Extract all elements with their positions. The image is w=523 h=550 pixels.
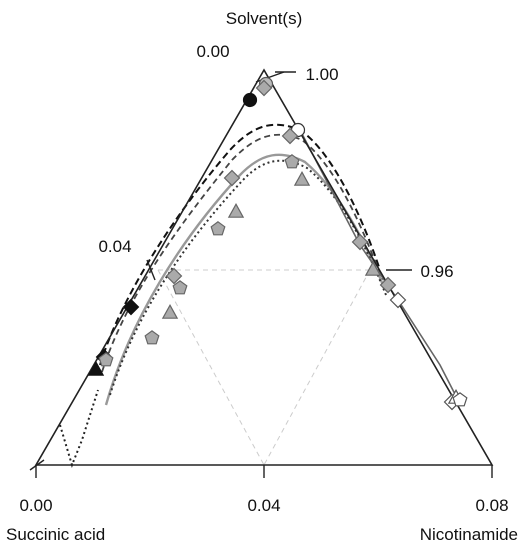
pentagon-marker-9-1 [210,221,226,236]
diamond-marker-4-0 [255,79,273,97]
circle-marker-0-0 [242,92,258,108]
pentagon-marker-9-0 [284,154,300,169]
guide-lines [157,269,371,466]
phase-curve-3 [109,159,387,396]
guide-line-2 [263,269,371,466]
triangle-marker-7-2 [293,170,311,186]
tick-label-bottom-2: 0.08 [475,496,508,515]
data-markers [87,76,468,411]
vertex-label-right: Nicotinamide [420,525,518,544]
diamond-marker-4-4 [351,233,369,251]
guide-line-1 [157,269,265,466]
diamond-marker-4-2 [223,169,241,187]
phase-curve-1 [101,133,383,373]
tick-mark-1 [146,259,156,281]
triangle-marker-7-0 [161,303,179,319]
pentagon-marker-9-3 [98,352,114,367]
phase-curve-4 [59,389,99,469]
triangle-marker-7-1 [227,202,245,218]
triangle-marker-7-3 [364,260,382,276]
pentagon-marker-9-4 [172,280,188,295]
tick-label-left-1: 0.04 [98,237,131,256]
phase-curve-0 [99,123,381,366]
tick-mark-7 [29,459,45,471]
vertex-label-top: Solvent(s) [226,9,303,28]
pentagon-marker-10-0 [452,392,468,407]
tick-label-right-0: 1.00 [305,65,338,84]
triangle-marker-6-0 [87,360,105,376]
diamond-marker-3-0 [122,298,140,316]
diamond-marker-4-5 [379,276,397,294]
diamond-marker-4-3 [165,267,183,285]
vertex-label-left: Succinic acid [6,525,105,544]
tick-label-right-1: 0.96 [420,262,453,281]
pentagon-marker-9-2 [144,330,160,345]
tick-label-bottom-1: 0.04 [247,496,280,515]
diamond-marker-5-0 [389,291,407,309]
tick-label-bottom-0: 0.00 [19,496,52,515]
tick-label-left-0: 0.00 [196,42,229,61]
diamond-marker-4-1 [281,127,299,145]
